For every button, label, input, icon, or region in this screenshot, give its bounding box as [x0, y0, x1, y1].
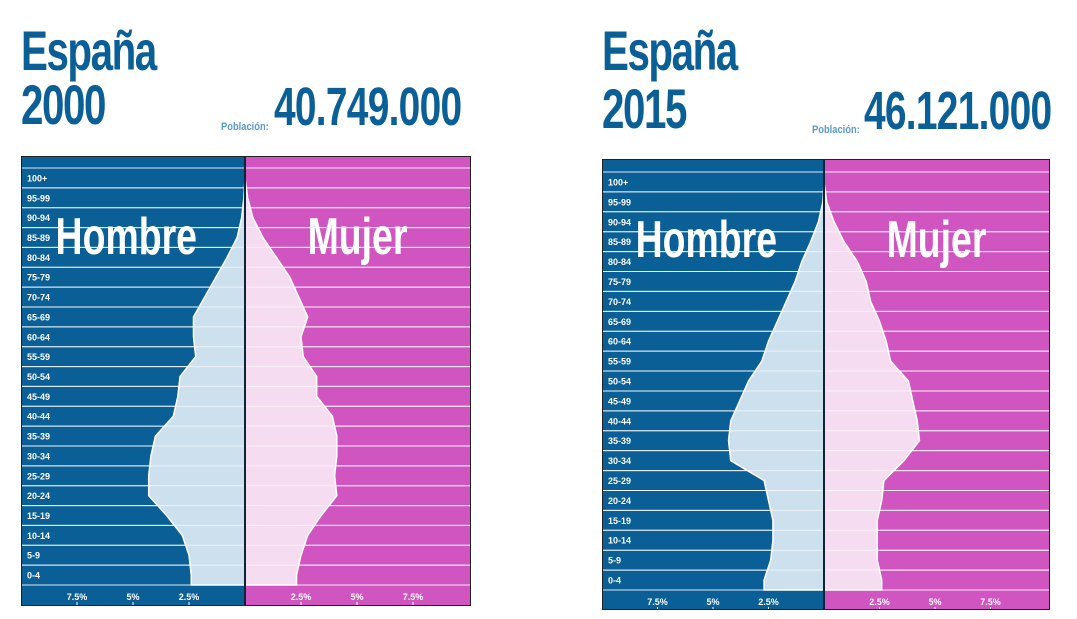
female-label: Mujer [308, 207, 408, 266]
age-tick-label: 85-89 [27, 233, 50, 243]
age-tick-label: 5-9 [608, 556, 621, 566]
population-pyramid-chart: 100+ 95-99 90-94 85-89 80-84 75-79 70-74 65-69 6… [21, 156, 471, 606]
x-tick-label: 5% [706, 597, 719, 607]
x-tick-label: 5% [928, 597, 941, 607]
age-tick-label: 15-19 [608, 516, 631, 526]
age-tick-label: 75-79 [27, 273, 50, 283]
age-tick-label: 0-4 [27, 571, 40, 581]
pyramid-panel-2015: España 2015 Población: 46.121.000 100+ 95… [602, 0, 1077, 619]
x-tick-label: 2.5% [869, 597, 890, 607]
age-tick-label: 65-69 [27, 312, 50, 322]
age-tick-label: 35-39 [608, 436, 631, 446]
age-tick-label: 45-49 [27, 392, 50, 402]
chart-border [21, 156, 471, 606]
chart-title-region: España [602, 19, 738, 82]
age-tick-label: 10-14 [27, 531, 50, 541]
age-tick-label: 45-49 [608, 396, 631, 406]
population-label: Población: [221, 121, 269, 133]
age-tick-label: 10-14 [608, 536, 631, 546]
age-tick-label: 90-94 [27, 213, 50, 223]
age-tick-label: 15-19 [27, 511, 50, 521]
age-tick-label: 65-69 [608, 317, 631, 327]
x-tick-label: 2.5% [179, 592, 200, 602]
age-tick-label: 50-54 [27, 372, 50, 382]
age-tick-label: 20-24 [27, 491, 50, 501]
x-tick-label: 2.5% [758, 597, 779, 607]
chart-border [602, 159, 1050, 610]
age-tick-label: 25-29 [27, 471, 50, 481]
population-value: 46.121.000 [864, 81, 1052, 141]
age-tick-label: 40-44 [27, 412, 50, 422]
age-tick-label: 95-99 [608, 197, 631, 207]
x-tick-label: 7.5% [647, 597, 668, 607]
female-pyramid-area [823, 172, 921, 591]
age-tick-label: 55-59 [27, 352, 50, 362]
age-tick-label: 0-4 [608, 576, 621, 586]
male-label: Hombre [56, 207, 197, 266]
age-tick-label: 95-99 [27, 193, 50, 203]
age-tick-label: 90-94 [608, 217, 631, 227]
age-tick-label: 40-44 [608, 416, 631, 426]
age-tick-label: 80-84 [608, 257, 631, 267]
age-tick-label: 35-39 [27, 432, 50, 442]
age-tick-label: 100+ [27, 173, 47, 183]
age-tick-label: 55-59 [608, 357, 631, 367]
age-tick-label: 25-29 [608, 476, 631, 486]
age-tick-label: 70-74 [608, 297, 631, 307]
population-label: Población: [812, 124, 860, 136]
x-tick-label: 5% [126, 592, 139, 602]
x-tick-label: 7.5% [67, 592, 88, 602]
age-tick-label: 100+ [608, 177, 628, 187]
female-pyramid-area [244, 168, 338, 586]
age-tick-label: 60-64 [608, 337, 631, 347]
x-tick-label: 7.5% [980, 597, 1001, 607]
age-tick-label: 5-9 [27, 551, 40, 561]
x-tick-label: 5% [350, 592, 363, 602]
population-value: 40.749.000 [274, 77, 462, 137]
age-tick-label: 80-84 [27, 253, 50, 263]
age-tick-label: 30-34 [608, 456, 631, 466]
pyramid-panel-2000: España 2000 Población: 40.749.000 100+ 95… [21, 0, 501, 619]
age-tick-label: 50-54 [608, 377, 631, 387]
chart-title-year: 2015 [602, 77, 687, 140]
age-tick-label: 75-79 [608, 277, 631, 287]
female-label: Mujer [887, 210, 987, 269]
x-tick-label: 7.5% [403, 592, 424, 602]
male-pyramid-area [147, 168, 246, 586]
age-tick-label: 30-34 [27, 451, 50, 461]
population-pyramid-chart: 100+ 95-99 90-94 85-89 80-84 75-79 70-74 65-69 6… [602, 159, 1050, 610]
age-tick-label: 20-24 [608, 496, 631, 506]
male-pyramid-area [727, 172, 825, 591]
chart-title-region: España [21, 19, 157, 82]
male-label: Hombre [636, 210, 777, 269]
x-tick-label: 2.5% [291, 592, 312, 602]
chart-title-year: 2000 [21, 73, 106, 136]
age-tick-label: 60-64 [27, 332, 50, 342]
age-tick-label: 85-89 [608, 237, 631, 247]
age-tick-label: 70-74 [27, 293, 50, 303]
